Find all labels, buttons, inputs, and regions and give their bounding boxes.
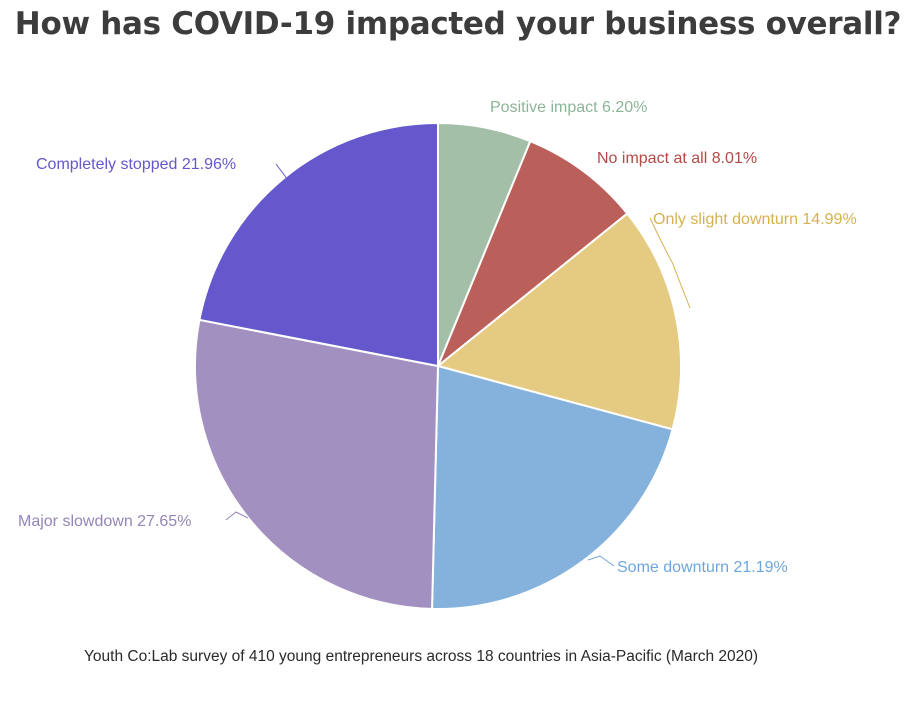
slice-label-only-slight-downturn: Only slight downturn 14.99%: [653, 211, 857, 228]
pie-slice-some-downturn: [431, 364, 674, 610]
leader-line-only-slight-downturn: [649, 217, 691, 309]
pie-slice-major-slowdown: [194, 318, 440, 610]
slice-label-completely-stopped: Completely stopped 21.96%: [36, 156, 236, 173]
slice-label-positive-impact: Positive impact 6.20%: [490, 99, 647, 116]
chart-title: How has COVID-19 impacted your business …: [14, 6, 902, 42]
leader-line-some-downturn: [587, 555, 615, 567]
pie-slice-completely-stopped: [198, 121, 439, 368]
slice-label-major-slowdown: Major slowdown 27.65%: [18, 513, 191, 530]
slice-labels: Positive impact 6.20% No impact at all 8.…: [18, 99, 857, 576]
chart-caption: Youth Co:Lab survey of 410 young entrepr…: [84, 648, 759, 665]
slice-label-no-impact-at-all: No impact at all 8.01%: [597, 150, 757, 167]
pie-slice-only-slight-downturn: [435, 212, 682, 431]
leader-lines: [225, 163, 691, 567]
slice-label-some-downturn: Some downturn 21.19%: [617, 559, 788, 576]
pie-slice-no-impact-at-all: [437, 139, 629, 367]
pie-slices: [194, 121, 682, 610]
leader-line-major-slowdown: [225, 511, 249, 521]
leader-line-completely-stopped: [275, 163, 289, 181]
